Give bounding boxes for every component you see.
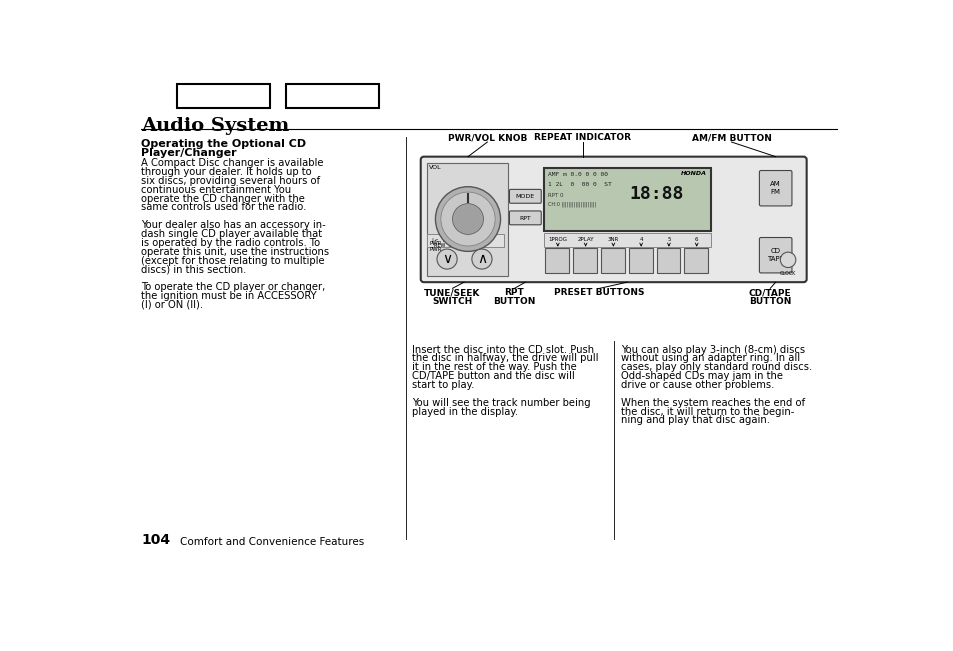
Text: the disc in halfway, the drive will pull: the disc in halfway, the drive will pull [412,353,598,363]
Text: operate this unit, use the instructions: operate this unit, use the instructions [141,247,329,256]
Text: You can also play 3-inch (8-cm) discs: You can also play 3-inch (8-cm) discs [620,344,804,355]
Circle shape [452,204,483,234]
Text: Comfort and Convenience Features: Comfort and Convenience Features [179,537,363,547]
FancyBboxPatch shape [509,211,540,225]
Text: Insert the disc into the CD slot. Push: Insert the disc into the CD slot. Push [412,344,594,355]
Bar [656,248,679,273]
Text: Odd-shaped CDs may jam in the: Odd-shaped CDs may jam in the [620,371,782,381]
Text: 5: 5 [666,238,670,242]
Bar [573,248,597,273]
Text: 6: 6 [694,238,698,242]
Bar [427,163,508,276]
Text: VOL: VOL [429,165,441,170]
Text: 1PROG: 1PROG [548,238,567,242]
Text: it in the rest of the way. Push the: it in the rest of the way. Push the [412,362,577,372]
Bar [628,248,652,273]
Text: |<  TUNE  >|: |< TUNE >| [431,238,466,243]
FancyBboxPatch shape [509,189,540,203]
Text: (except for those relating to multiple: (except for those relating to multiple [141,256,324,266]
Text: TUNE/SEEK: TUNE/SEEK [424,288,480,298]
Bar [545,248,569,273]
Text: dash single CD player available that: dash single CD player available that [141,229,322,239]
Text: RPT: RPT [504,288,524,298]
FancyBboxPatch shape [759,171,791,206]
Bar [543,168,710,231]
Bar [427,234,504,247]
Text: CD/TAPE: CD/TAPE [748,288,791,298]
Text: Operating the Optional CD: Operating the Optional CD [141,139,306,149]
Text: CD/TAPE button and the disc will: CD/TAPE button and the disc will [412,371,575,381]
Text: (I) or ON (II).: (I) or ON (II). [141,300,203,310]
Circle shape [435,187,500,251]
Text: PWR/VOL KNOB: PWR/VOL KNOB [447,133,526,142]
Text: You will see the track number being: You will see the track number being [412,398,590,408]
Text: REW  SEEK  FF: REW SEEK FF [434,243,469,248]
Text: 3NR: 3NR [607,238,618,242]
Circle shape [472,249,492,269]
Text: CD
TAPE: CD TAPE [766,249,783,262]
Text: PRESET BUTTONS: PRESET BUTTONS [554,288,644,298]
Bar [286,83,378,108]
Text: ∨: ∨ [441,252,452,266]
Text: When the system reaches the end of: When the system reaches the end of [620,398,804,408]
Text: 18:88: 18:88 [629,185,683,203]
Text: Audio System: Audio System [141,117,289,135]
Text: the ignition must be in ACCESSORY: the ignition must be in ACCESSORY [141,291,316,301]
Text: Player/Changer: Player/Changer [141,148,236,158]
Text: ∧: ∧ [476,252,486,266]
Circle shape [436,249,456,269]
Text: BUTTON: BUTTON [493,297,536,306]
Circle shape [440,192,495,246]
Text: 1 2L  0  00 0  ST: 1 2L 0 00 0 ST [547,182,611,187]
Text: ning and play that disc again.: ning and play that disc again. [620,415,770,425]
Text: discs) in this section.: discs) in this section. [141,264,246,275]
FancyBboxPatch shape [759,238,791,273]
Text: cases, play only standard round discs.: cases, play only standard round discs. [620,362,812,372]
Text: 4: 4 [639,238,642,242]
Text: start to play.: start to play. [412,380,474,390]
Text: 104: 104 [141,533,170,547]
FancyBboxPatch shape [420,157,806,282]
Text: CLOCK: CLOCK [779,271,796,277]
Bar [683,248,707,273]
Text: drive or cause other problems.: drive or cause other problems. [620,380,774,390]
Text: Your dealer also has an accessory in-: Your dealer also has an accessory in- [141,220,325,230]
Text: REPEAT INDICATOR: REPEAT INDICATOR [534,133,631,142]
Text: the disc, it will return to the begin-: the disc, it will return to the begin- [620,406,794,417]
Text: played in the display.: played in the display. [412,406,517,417]
Circle shape [780,252,795,268]
Text: CH:0 ||||||||||||||||||||: CH:0 |||||||||||||||||||| [547,201,596,207]
Text: A Compact Disc changer is available: A Compact Disc changer is available [141,158,323,168]
Text: RPT 0: RPT 0 [547,193,562,198]
Text: HONDA: HONDA [680,171,706,176]
Text: 2PLAY: 2PLAY [577,238,593,242]
Text: six discs, providing several hours of: six discs, providing several hours of [141,176,320,186]
Text: PWR
PWR: PWR PWR [429,241,441,252]
Bar [177,83,270,108]
Text: RPT: RPT [519,215,531,221]
Text: without using an adapter ring. In all: without using an adapter ring. In all [620,353,800,363]
Text: AM/FM BUTTON: AM/FM BUTTON [691,133,771,142]
Bar [543,233,710,247]
Text: is operated by the radio controls. To: is operated by the radio controls. To [141,238,320,248]
Text: SWITCH: SWITCH [432,297,472,306]
Text: BUTTON: BUTTON [748,297,791,306]
Text: MODE: MODE [516,194,535,199]
Bar [600,248,624,273]
Text: same controls used for the radio.: same controls used for the radio. [141,202,306,212]
Text: AMF m 0.0 0 0 00: AMF m 0.0 0 0 00 [547,172,607,177]
Text: AM
FM: AM FM [769,182,781,195]
Text: through your dealer. It holds up to: through your dealer. It holds up to [141,167,312,177]
Text: To operate the CD player or changer,: To operate the CD player or changer, [141,282,325,292]
Text: continuous entertainment You: continuous entertainment You [141,185,291,195]
Text: operate the CD changer with the: operate the CD changer with the [141,193,305,204]
